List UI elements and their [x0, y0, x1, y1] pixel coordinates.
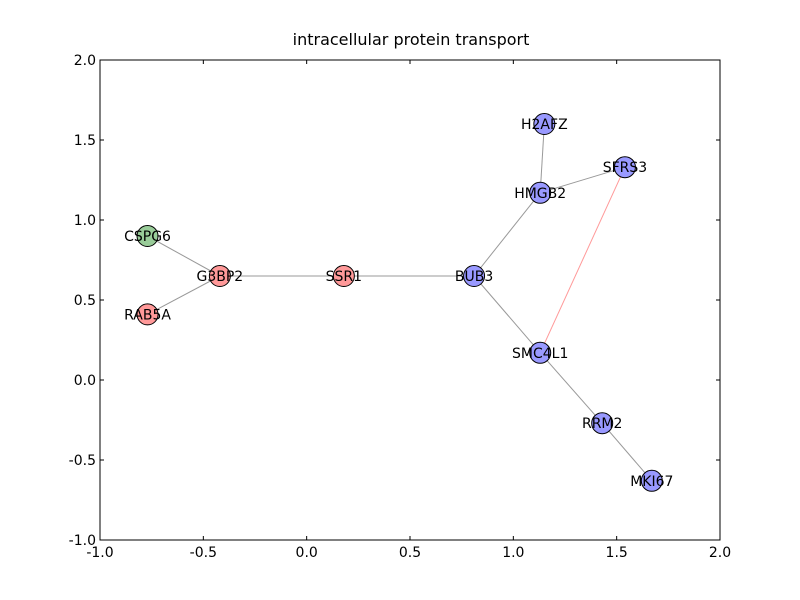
labels-layer: CSPG6 G3BP2 RAB5A SSR1 BUB3 H2AFZ HMGB2 SFRS3 SM…: [124, 117, 673, 490]
node-label-sfrs3: SFRS3: [603, 160, 647, 176]
y-tick-label: -0.5: [69, 453, 96, 469]
node-label-ssr1: SSR1: [326, 269, 362, 285]
node-rrm2: [591, 412, 614, 435]
node-label-rab5a: RAB5A: [124, 307, 171, 323]
node-mki67: [640, 469, 663, 492]
node-cspg6: [136, 225, 159, 247]
chart-title: intracellular protein transport: [293, 30, 530, 49]
edge-cspg6-g3bp2: [147, 235, 221, 277]
axis-ticks: -1.0 -0.5 0.0 0.5 1.0 1.5 2.0 -1.0 -0.5 0.0 0.5 1.0…: [69, 53, 731, 561]
nodes-layer: [136, 113, 663, 492]
node-h2afz: [533, 113, 556, 135]
node-label-cspg6: CSPG6: [124, 229, 171, 245]
x-tick-label: 0.5: [399, 545, 421, 561]
x-tick-label: 2.0: [709, 545, 731, 561]
y-tick-label: -1.0: [69, 533, 96, 549]
node-sfrs3: [613, 156, 636, 179]
x-tick-label: -0.5: [190, 545, 217, 561]
edge-bub3-hmgb2: [473, 192, 541, 277]
y-tick-label: 0.5: [74, 293, 96, 309]
edges-layer: [147, 123, 653, 482]
x-tick-label: 1.0: [502, 545, 524, 561]
x-tick-label: 0.0: [296, 545, 318, 561]
node-g3bp2: [208, 265, 231, 287]
node-bub3: [463, 265, 486, 287]
edge-hmgb2-h2afz: [539, 123, 545, 193]
edge-rab5a-g3bp2: [147, 275, 221, 315]
y-tick-label: 2.0: [74, 53, 96, 69]
x-tick-label: -1.0: [86, 545, 113, 561]
node-label-rrm2: RRM2: [582, 416, 622, 432]
edge-smc4l1-sfrs3: [539, 166, 626, 354]
y-tick-label: 1.5: [74, 133, 96, 149]
edge-hmgb2-sfrs3: [540, 166, 626, 194]
node-smc4l1: [529, 341, 552, 364]
node-label-bub3: BUB3: [455, 269, 493, 285]
x-tick-label: 1.5: [606, 545, 628, 561]
y-tick-label: 1.0: [74, 213, 96, 229]
y-tick-label: 0.0: [74, 373, 96, 389]
edge-bub3-smc4l1: [473, 275, 541, 354]
node-label-hmgb2: HMGB2: [514, 186, 566, 202]
node-ssr1: [332, 265, 355, 287]
node-hmgb2: [529, 181, 552, 204]
node-label-g3bp2: G3BP2: [197, 269, 244, 285]
edge-rrm2-mki67: [601, 422, 653, 482]
node-label-mki67: MKI67: [630, 474, 673, 490]
edge-smc4l1-rrm2: [539, 352, 603, 424]
node-label-smc4l1: SMC4L1: [512, 346, 568, 362]
node-label-h2afz: H2AFZ: [521, 117, 568, 133]
node-rab5a: [136, 303, 159, 326]
plot-frame: [99, 59, 721, 541]
